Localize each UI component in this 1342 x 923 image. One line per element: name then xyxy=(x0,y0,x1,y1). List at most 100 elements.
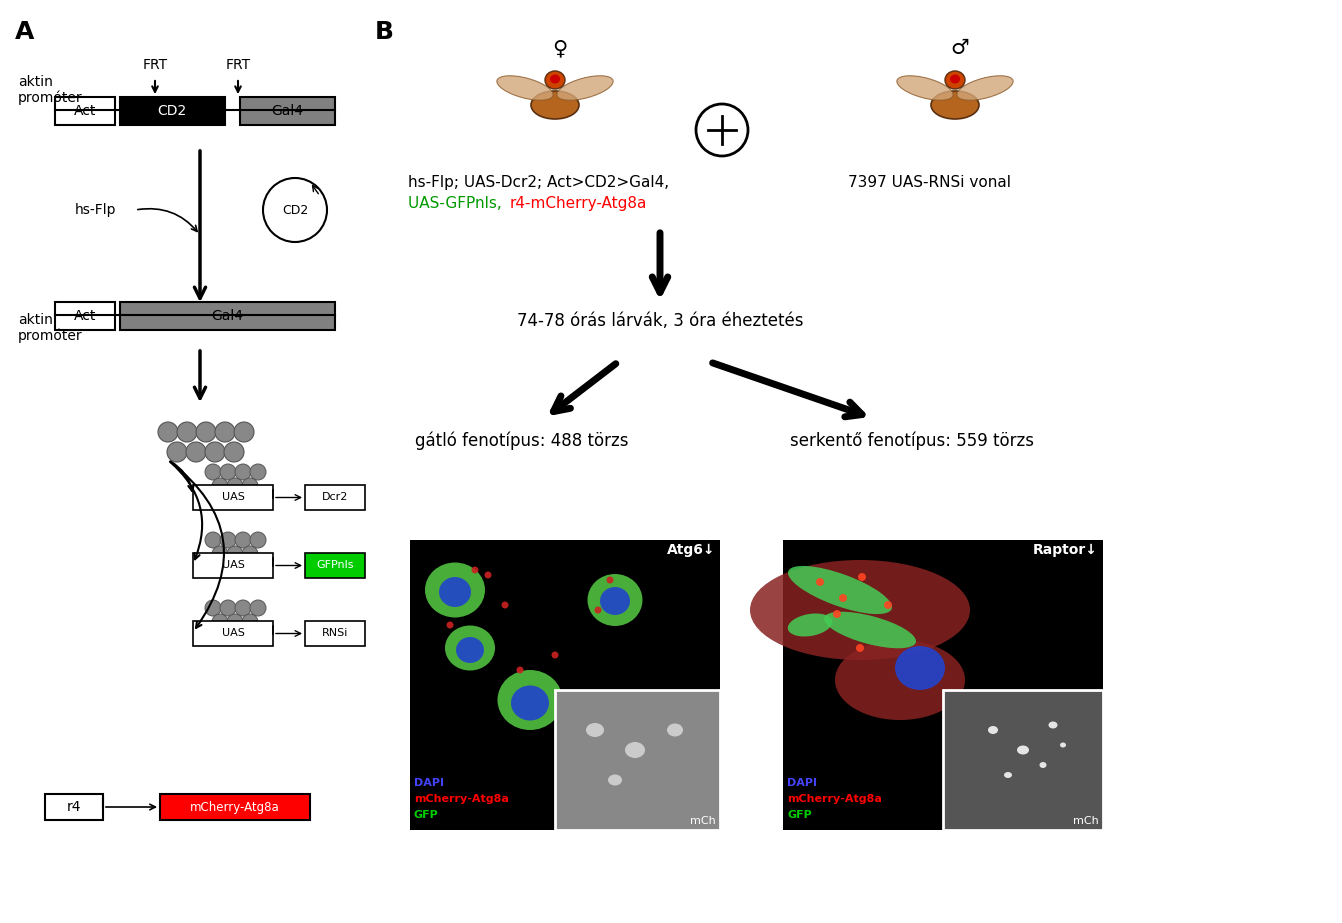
Text: Gal4: Gal4 xyxy=(271,104,303,118)
Text: aktin
promóter: aktin promóter xyxy=(17,75,83,105)
Text: FRT: FRT xyxy=(225,58,251,72)
Ellipse shape xyxy=(1004,772,1012,778)
FancyBboxPatch shape xyxy=(305,621,365,646)
FancyBboxPatch shape xyxy=(193,485,272,510)
Circle shape xyxy=(235,600,251,616)
Circle shape xyxy=(250,532,266,548)
FancyBboxPatch shape xyxy=(119,302,336,330)
Circle shape xyxy=(220,464,236,480)
Ellipse shape xyxy=(517,666,523,674)
Ellipse shape xyxy=(550,75,560,83)
Ellipse shape xyxy=(595,606,601,614)
Ellipse shape xyxy=(557,76,613,101)
Text: CD2: CD2 xyxy=(157,104,187,118)
FancyBboxPatch shape xyxy=(193,621,272,646)
Ellipse shape xyxy=(835,640,965,720)
Text: hs-Flp; UAS-Dcr2; Act>CD2>Gal4,: hs-Flp; UAS-Dcr2; Act>CD2>Gal4, xyxy=(408,175,670,190)
FancyBboxPatch shape xyxy=(46,794,103,820)
Ellipse shape xyxy=(950,75,960,83)
Ellipse shape xyxy=(625,742,646,758)
Circle shape xyxy=(205,532,221,548)
Circle shape xyxy=(242,546,258,562)
Ellipse shape xyxy=(895,646,945,690)
Text: mCherry-Atg8a: mCherry-Atg8a xyxy=(786,794,882,804)
FancyBboxPatch shape xyxy=(411,540,721,830)
Text: A: A xyxy=(15,20,35,44)
Text: GFP: GFP xyxy=(786,810,812,820)
Text: UAS: UAS xyxy=(221,493,244,502)
FancyBboxPatch shape xyxy=(782,540,1103,830)
Ellipse shape xyxy=(545,71,565,89)
FancyBboxPatch shape xyxy=(305,553,365,578)
Text: hs-Flp: hs-Flp xyxy=(75,203,117,217)
Circle shape xyxy=(158,422,178,442)
Text: RNSi: RNSi xyxy=(322,629,348,639)
Text: DAPI: DAPI xyxy=(413,778,444,788)
Text: 74-78 órás lárvák, 3 óra éheztetés: 74-78 órás lárvák, 3 óra éheztetés xyxy=(517,312,804,330)
Ellipse shape xyxy=(957,76,1013,101)
FancyBboxPatch shape xyxy=(305,485,365,510)
Ellipse shape xyxy=(667,724,683,737)
Ellipse shape xyxy=(502,602,509,608)
Circle shape xyxy=(212,478,228,494)
Text: gátló fenotípus: 488 törzs: gátló fenotípus: 488 törzs xyxy=(415,432,628,450)
Ellipse shape xyxy=(586,723,604,737)
Ellipse shape xyxy=(607,577,613,583)
Ellipse shape xyxy=(856,644,864,652)
Ellipse shape xyxy=(833,610,841,618)
Ellipse shape xyxy=(1017,746,1029,754)
Circle shape xyxy=(196,422,216,442)
Text: aktin
promóter: aktin promóter xyxy=(17,313,83,343)
Ellipse shape xyxy=(439,577,471,607)
Ellipse shape xyxy=(816,578,824,586)
Circle shape xyxy=(242,478,258,494)
FancyBboxPatch shape xyxy=(193,553,272,578)
Text: Dcr2: Dcr2 xyxy=(322,493,348,502)
Ellipse shape xyxy=(588,574,643,626)
Text: UAS-GFPnls,: UAS-GFPnls, xyxy=(408,196,507,211)
Text: mCh: mCh xyxy=(1074,816,1099,826)
Text: r4: r4 xyxy=(67,800,82,814)
Ellipse shape xyxy=(456,637,484,663)
Text: FRT: FRT xyxy=(142,58,168,72)
Text: Act: Act xyxy=(74,104,97,118)
Ellipse shape xyxy=(884,601,892,609)
Ellipse shape xyxy=(552,652,558,658)
Text: Raptor↓: Raptor↓ xyxy=(1033,543,1098,557)
Ellipse shape xyxy=(1040,762,1047,768)
Circle shape xyxy=(205,442,225,462)
FancyBboxPatch shape xyxy=(160,794,310,820)
Circle shape xyxy=(205,600,221,616)
Ellipse shape xyxy=(1048,722,1057,728)
Ellipse shape xyxy=(788,566,892,614)
Circle shape xyxy=(215,422,235,442)
Ellipse shape xyxy=(750,560,970,660)
Text: Gal4: Gal4 xyxy=(211,309,243,323)
Text: B: B xyxy=(374,20,395,44)
Text: CD2: CD2 xyxy=(282,203,309,217)
Text: serkentő fenotípus: 559 törzs: serkentő fenotípus: 559 törzs xyxy=(790,432,1033,450)
Text: ♀: ♀ xyxy=(553,38,568,58)
Text: mCherry-Atg8a: mCherry-Atg8a xyxy=(413,794,509,804)
Ellipse shape xyxy=(824,612,917,648)
Ellipse shape xyxy=(531,91,578,119)
Ellipse shape xyxy=(446,626,495,670)
Circle shape xyxy=(250,464,266,480)
Text: DAPI: DAPI xyxy=(786,778,817,788)
FancyBboxPatch shape xyxy=(943,690,1103,830)
Circle shape xyxy=(235,464,251,480)
Text: r4-mCherry-Atg8a: r4-mCherry-Atg8a xyxy=(510,196,647,211)
Ellipse shape xyxy=(931,91,980,119)
Ellipse shape xyxy=(988,726,998,734)
Circle shape xyxy=(234,422,254,442)
Circle shape xyxy=(177,422,197,442)
Text: UAS: UAS xyxy=(221,629,244,639)
Ellipse shape xyxy=(608,774,621,785)
Text: Act: Act xyxy=(74,309,97,323)
Ellipse shape xyxy=(484,571,491,579)
Ellipse shape xyxy=(497,76,553,101)
Text: GFP: GFP xyxy=(413,810,439,820)
Circle shape xyxy=(227,478,243,494)
Ellipse shape xyxy=(839,594,847,602)
Ellipse shape xyxy=(425,562,484,617)
